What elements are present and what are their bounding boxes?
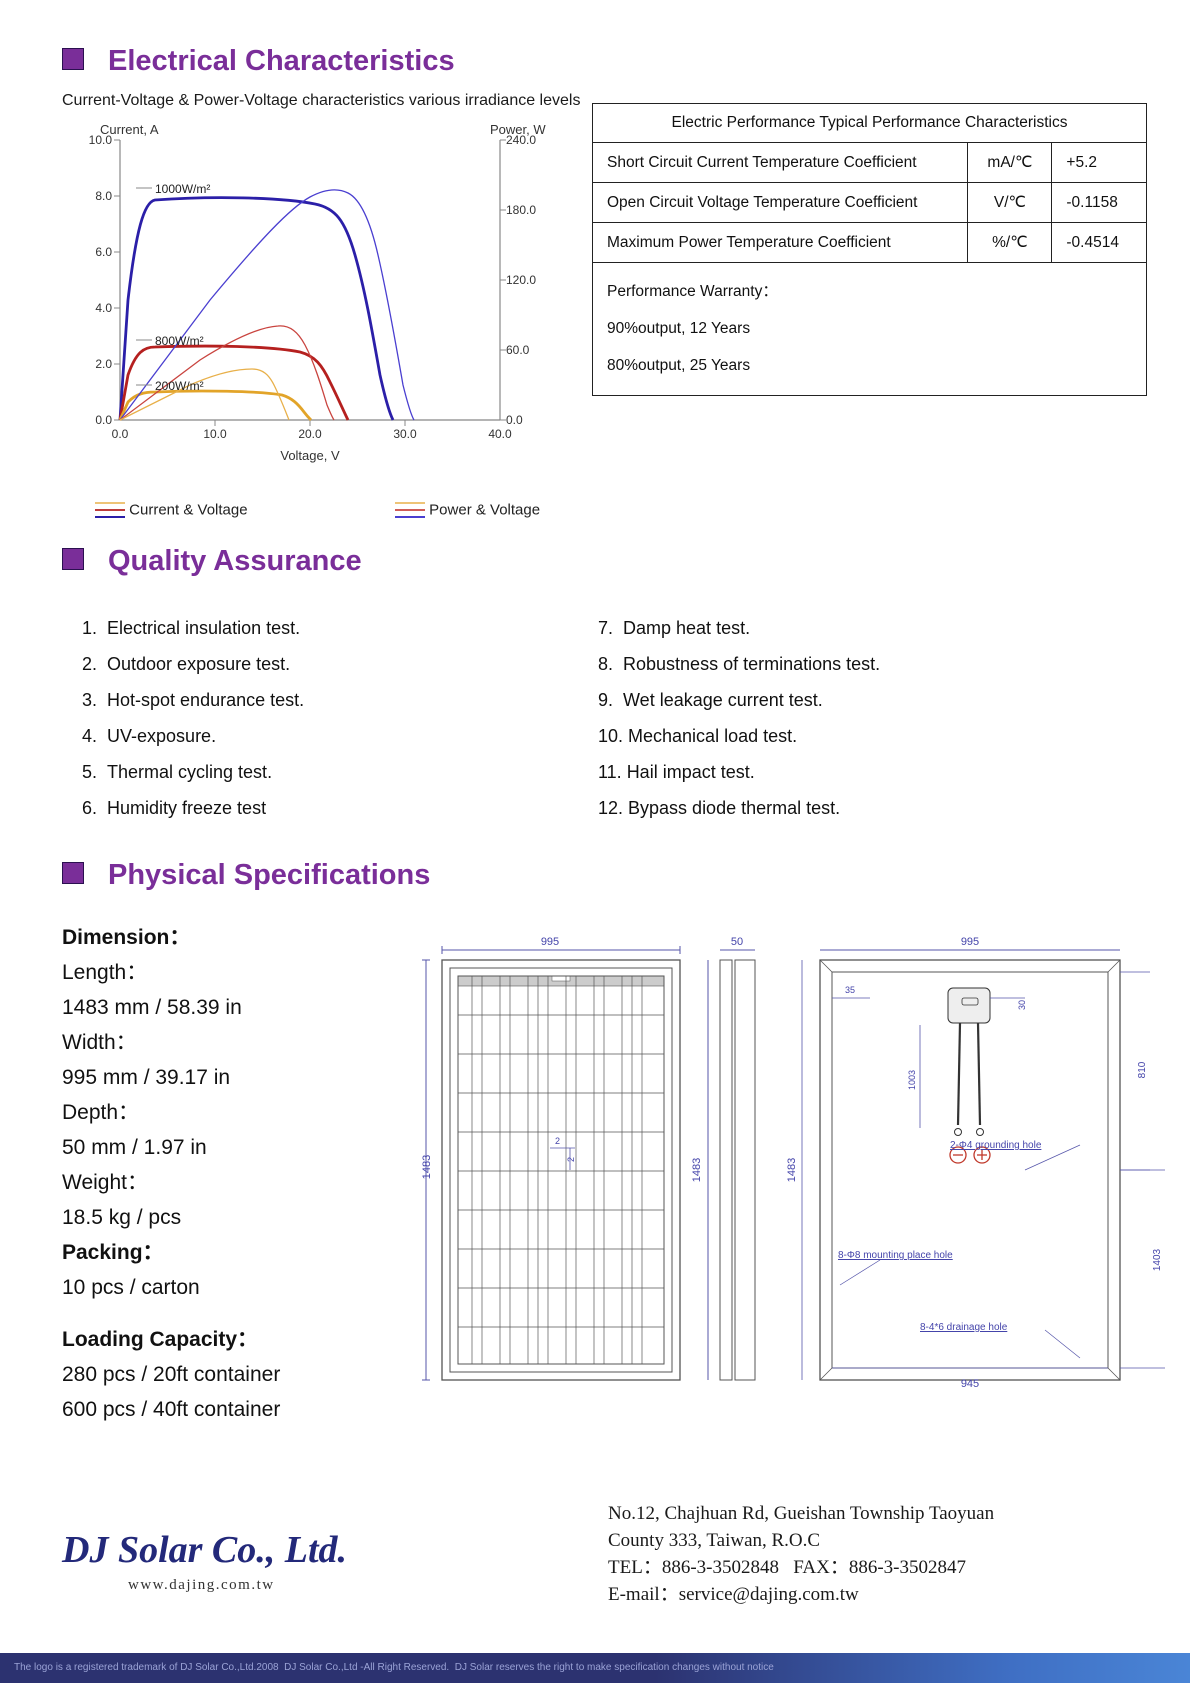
svg-text:4.0: 4.0: [95, 301, 112, 315]
svg-text:40.0: 40.0: [488, 427, 512, 441]
svg-text:1483: 1483: [421, 1155, 433, 1179]
svg-text:0.0: 0.0: [506, 413, 523, 427]
svg-text:8-Φ8 mounting place hole: 8-Φ8 mounting place hole: [838, 1250, 953, 1261]
svg-text:1000W/m²: 1000W/m²: [155, 182, 210, 196]
svg-text:800W/m²: 800W/m²: [155, 334, 204, 348]
svg-text:0.0: 0.0: [112, 427, 129, 441]
svg-text:1403: 1403: [1152, 1248, 1163, 1271]
svg-text:30.0: 30.0: [393, 427, 417, 441]
svg-text:0.0: 0.0: [95, 413, 112, 427]
svg-text:1003: 1003: [907, 1070, 917, 1090]
svg-text:6.0: 6.0: [95, 245, 112, 259]
svg-text:20.0: 20.0: [298, 427, 322, 441]
svg-text:120.0: 120.0: [506, 273, 536, 287]
svg-text:995: 995: [541, 936, 559, 948]
svg-text:200W/m²: 200W/m²: [155, 379, 204, 393]
svg-text:2: 2: [555, 1136, 560, 1146]
svg-text:1483: 1483: [786, 1158, 798, 1182]
svg-text:810: 810: [1137, 1061, 1148, 1078]
svg-text:10.0: 10.0: [89, 133, 113, 147]
svg-text:8.0: 8.0: [95, 189, 112, 203]
svg-text:240.0: 240.0: [506, 133, 536, 147]
svg-text:1483: 1483: [691, 1158, 703, 1182]
svg-text:2: 2: [566, 1157, 576, 1162]
svg-text:945: 945: [961, 1378, 979, 1390]
svg-text:2-Φ4 grounding hole: 2-Φ4 grounding hole: [950, 1140, 1042, 1151]
svg-text:8-4*6 drainage hole: 8-4*6 drainage hole: [920, 1322, 1008, 1333]
svg-text:2.0: 2.0: [95, 357, 112, 371]
svg-text:10.0: 10.0: [203, 427, 227, 441]
svg-text:180.0: 180.0: [506, 203, 536, 217]
svg-text:30: 30: [1017, 1000, 1027, 1010]
svg-text:35: 35: [845, 985, 855, 995]
svg-text:Voltage, V: Voltage, V: [280, 448, 340, 463]
svg-text:995: 995: [961, 936, 979, 948]
svg-text:50: 50: [731, 936, 743, 948]
svg-text:60.0: 60.0: [506, 343, 530, 357]
